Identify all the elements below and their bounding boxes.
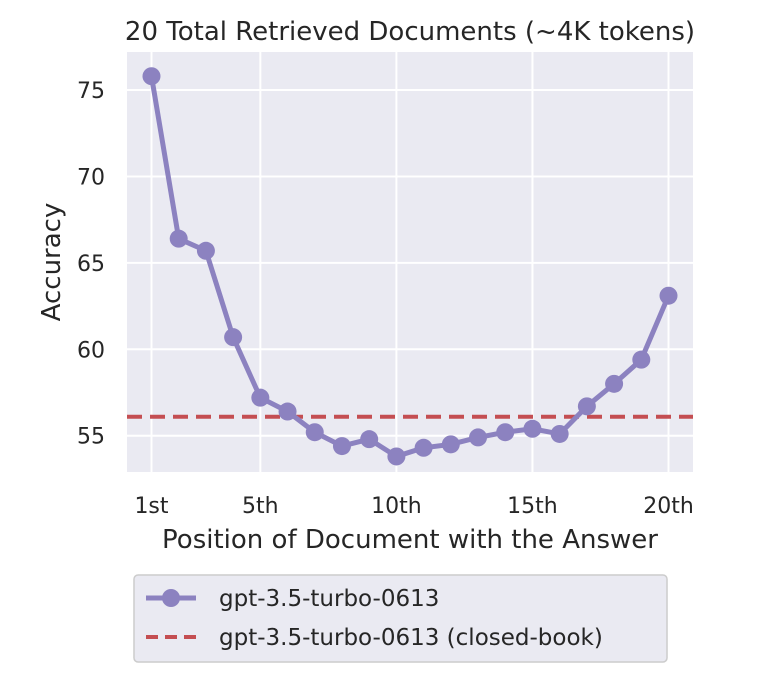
x-tick-label: 10th	[371, 494, 422, 519]
legend-label-gpt-3-5-turbo-0613: gpt-3.5-turbo-0613	[219, 586, 439, 612]
data-point	[632, 350, 651, 369]
y-tick-label: 75	[77, 79, 105, 104]
data-point	[550, 424, 569, 443]
legend-box	[133, 574, 668, 663]
data-point	[496, 423, 515, 442]
data-point	[196, 241, 215, 260]
data-point	[142, 67, 161, 86]
data-point	[305, 423, 324, 442]
data-point	[605, 374, 624, 393]
data-point	[387, 447, 406, 466]
data-point	[360, 430, 379, 449]
data-point	[577, 397, 596, 416]
x-tick-label: 1st	[134, 494, 168, 519]
y-tick-label: 70	[77, 165, 105, 190]
data-point	[414, 438, 433, 457]
data-point	[523, 419, 542, 438]
x-tick-labels: 1st 5th 10th 15th 20th	[134, 494, 693, 519]
data-point	[278, 402, 297, 421]
legend-marker-swatch	[162, 589, 180, 607]
x-tick-label: 20th	[643, 494, 694, 519]
chart-title: 20 Total Retrieved Documents (~4K tokens…	[125, 17, 695, 47]
y-tick-labels: 55 60 65 70 75	[77, 79, 105, 450]
y-tick-label: 65	[77, 252, 105, 277]
series-markers	[142, 67, 678, 466]
y-tick-label: 55	[77, 425, 105, 450]
data-point	[332, 437, 351, 456]
y-tick-label: 60	[77, 338, 105, 363]
x-axis-label: Position of Document with the Answer	[162, 525, 658, 555]
data-point	[659, 286, 678, 305]
y-axis-label: Accuracy	[37, 203, 67, 322]
data-point	[469, 428, 488, 447]
x-tick-label: 5th	[242, 494, 279, 519]
data-point	[441, 435, 460, 454]
legend: gpt-3.5-turbo-0613 gpt-3.5-turbo-0613 (c…	[133, 574, 668, 663]
x-tick-label: 15th	[507, 494, 558, 519]
legend-label-closed-book: gpt-3.5-turbo-0613 (closed-book)	[219, 625, 603, 651]
data-point	[169, 229, 188, 248]
data-point	[251, 388, 270, 407]
data-point	[224, 328, 243, 347]
